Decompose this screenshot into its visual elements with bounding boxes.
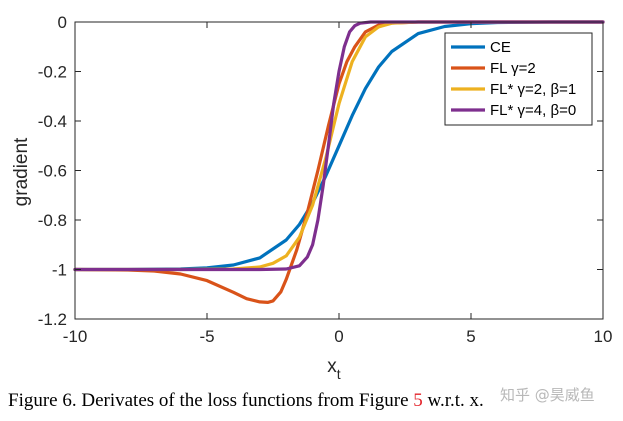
figure-caption: Figure 6. Derivates of the loss function… xyxy=(8,390,618,412)
plot-curves xyxy=(73,20,605,304)
x-tick-label: 5 xyxy=(466,327,475,346)
x-axis-label: xt xyxy=(327,356,341,382)
caption-text: Figure 6. Derivates of the loss function… xyxy=(8,390,414,411)
watermark: 知乎 @昊威鱼 xyxy=(500,386,595,404)
x-tick-label: 10 xyxy=(594,327,613,346)
y-tick-label: -0.4 xyxy=(38,112,67,131)
x-tick-label: -5 xyxy=(199,327,214,346)
figure-reference-link[interactable]: 5 xyxy=(413,390,423,411)
y-tick-label: -0.8 xyxy=(38,211,67,230)
y-tick-label: 0 xyxy=(58,13,67,32)
y-tick-label: -1 xyxy=(52,261,67,280)
plot-axes xyxy=(74,21,604,320)
series-line-1 xyxy=(73,20,605,272)
legend-label: CE xyxy=(490,39,511,56)
legend-label: FL* γ=2, β=1 xyxy=(490,81,576,98)
legend-label: FL γ=2 xyxy=(490,60,536,77)
x-tick-label: -10 xyxy=(63,327,88,346)
legend: CE FL γ=2 FL* γ=2, β=1 FL* γ=4, β=0 xyxy=(444,32,593,126)
x-tick-label: 0 xyxy=(334,327,343,346)
series-line-4 xyxy=(73,20,605,272)
caption-text-end: w.r.t. x. xyxy=(422,390,484,411)
y-axis-label: gradient xyxy=(11,137,32,206)
y-tick-label: -0.6 xyxy=(38,162,67,181)
series-line-2 xyxy=(73,20,605,304)
tick-labels: -10 -5 0 5 10 0 -0.2 -0.4 -0.6 -0.8 -1 -1.2 xyxy=(38,13,613,346)
y-tick-label: -0.2 xyxy=(38,63,67,82)
legend-label: FL* γ=4, β=0 xyxy=(490,102,576,119)
y-tick-label: -1.2 xyxy=(38,310,67,329)
